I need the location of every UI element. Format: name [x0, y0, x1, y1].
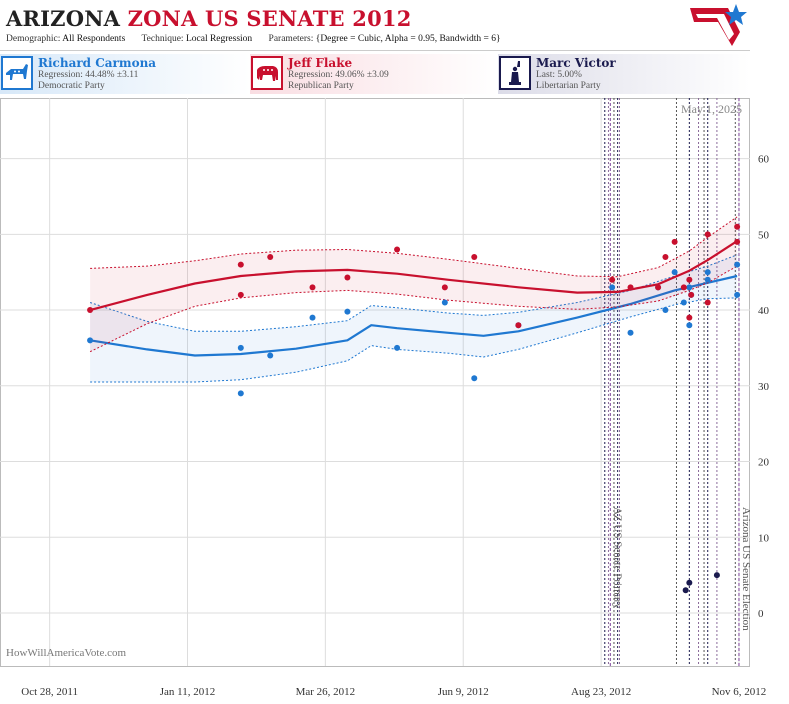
confidence-upper [89, 254, 738, 332]
candidate-stat: Regression: 44.48% ±3.11 [38, 70, 139, 80]
poll-point [471, 375, 478, 382]
poll-point [686, 322, 693, 329]
candidate-party: Democratic Party [38, 81, 105, 91]
poll-point [87, 307, 94, 314]
poll-point [655, 284, 662, 291]
poll-point [237, 261, 244, 268]
poll-point [237, 291, 244, 298]
poll-point [734, 223, 741, 230]
poll-point [704, 276, 711, 283]
poll-chart: 0 10 20 30 40 50 60 Oct 28, 2011 Jan 11, 2012 Mar… [0, 98, 770, 698]
poll-point [686, 579, 693, 586]
poll-point [609, 284, 616, 291]
technique-value: Local Regression [185, 34, 253, 44]
candidate-stat: Last: 5.00% [536, 70, 582, 80]
poll-point [87, 337, 94, 344]
event-label: Arizona US Senate Election [740, 507, 752, 631]
poll-point [680, 284, 687, 291]
poll-point [237, 344, 244, 351]
event-label: AZ US Senate Primary [611, 507, 623, 609]
confidence-band [90, 216, 738, 352]
poll-point [686, 284, 693, 291]
confidence-band [90, 254, 738, 382]
poll-point [267, 254, 274, 261]
poll-point [734, 261, 741, 268]
candidate-name: Marc Victor [536, 56, 616, 70]
poll-point [662, 254, 669, 261]
poll-point [471, 254, 478, 261]
y-tick-label: 50 [758, 229, 770, 241]
candidate-panel-flake: Jeff Flake Regression: 49.06% ±3.09 Repu… [250, 54, 498, 94]
poll-point [704, 269, 711, 276]
poll-point [344, 274, 351, 281]
header-divider [0, 50, 750, 51]
date-label: May 1, 2025 [681, 102, 742, 116]
y-tick-label: 10 [758, 532, 770, 544]
x-tick-label: Aug 23, 2012 [571, 686, 631, 698]
trend-line [89, 240, 738, 312]
technique-label: Technique: [141, 34, 184, 44]
x-tick-label: Mar 26, 2012 [296, 686, 356, 698]
candidate-party: Republican Party [288, 81, 354, 91]
candidate-stat: Regression: 49.06% ±3.09 [288, 70, 389, 80]
confidence-upper [90, 216, 738, 278]
y-tick-label: 40 [758, 305, 770, 317]
x-tick-label: Oct 28, 2011 [21, 686, 78, 698]
poll-point [680, 299, 687, 306]
y-tick-label: 60 [758, 154, 770, 166]
elephant-icon [251, 56, 283, 90]
candidate-party: Libertarian Party [536, 81, 601, 91]
demographic-value: All Respondents [62, 34, 126, 44]
poll-point [394, 246, 401, 253]
title-state: ARIZONA [6, 6, 121, 31]
statue-of-liberty-icon [499, 56, 531, 90]
candidate-name: Richard Carmona [38, 56, 157, 70]
poll-point [671, 238, 678, 245]
candidate-panel-victor: Marc Victor Last: 5.00% Libertarian Part… [498, 54, 750, 94]
x-tick-label: Jun 9, 2012 [438, 686, 489, 698]
poll-point [394, 344, 401, 351]
poll-point [713, 572, 720, 579]
poll-point [686, 314, 693, 321]
poll-point [515, 322, 522, 329]
x-tick-label: Jan 11, 2012 [160, 686, 216, 698]
demographic-label: Demographic: [6, 34, 61, 44]
poll-point [704, 299, 711, 306]
plot-frame [0, 98, 750, 667]
poll-point [627, 284, 634, 291]
poll-point [734, 238, 741, 245]
title-race: ZONA US SENATE 2012 [127, 6, 412, 31]
poll-point [344, 308, 351, 315]
poll-point [309, 314, 316, 321]
y-tick-label: 0 [758, 608, 764, 620]
poll-point [671, 269, 678, 276]
y-tick-label: 30 [758, 381, 770, 393]
candidate-name: Jeff Flake [288, 56, 353, 70]
parameters-line: Demographic: All Respondents Technique: … [6, 34, 515, 44]
parameters-label: Parameters: [268, 34, 314, 44]
y-tick-label: 20 [758, 457, 770, 469]
confidence-lower [89, 265, 738, 353]
poll-point [309, 284, 316, 291]
poll-point [441, 284, 448, 291]
poll-point [267, 352, 274, 359]
chart-title: ARIZONA ZONA US SENATE 2012 [6, 6, 412, 31]
poll-point [688, 291, 695, 298]
poll-point [609, 276, 616, 283]
poll-point [686, 276, 693, 283]
x-tick-label: Nov 6, 2012 [712, 686, 767, 698]
poll-point [662, 307, 669, 314]
donkey-icon [1, 56, 33, 90]
poll-point [704, 231, 711, 238]
parameters-value: {Degree = Cubic, Alpha = 0.95, Bandwidth… [315, 34, 501, 44]
star-logo-icon [690, 4, 747, 46]
poll-point [441, 299, 448, 306]
candidate-panel-carmona: Richard Carmona Regression: 44.48% ±3.11… [0, 54, 250, 94]
poll-point [682, 587, 689, 594]
watermark: HowWillAmericaVote.com [6, 647, 126, 659]
poll-point [734, 291, 741, 298]
poll-point [627, 329, 634, 336]
trend-line [89, 274, 738, 357]
poll-point [237, 390, 244, 397]
